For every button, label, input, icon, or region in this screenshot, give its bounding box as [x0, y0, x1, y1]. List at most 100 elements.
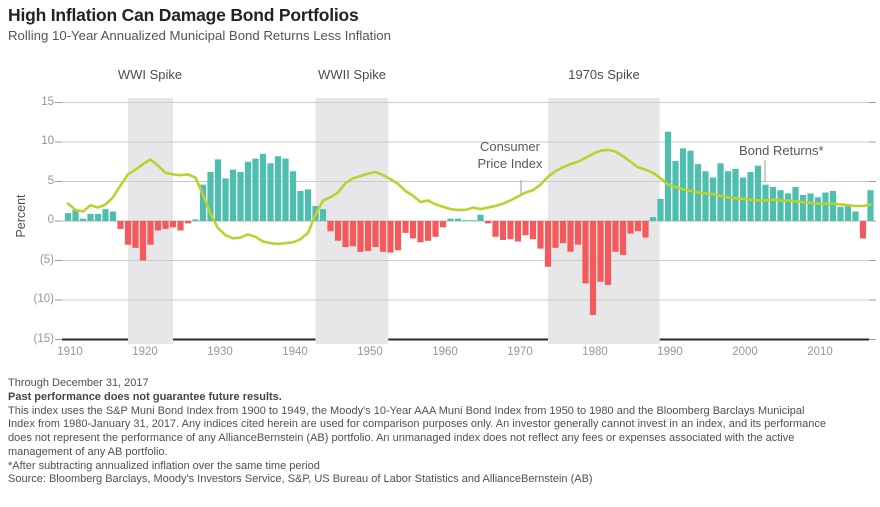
- bond-return-bar: [79, 218, 87, 221]
- bond-return-bar: [732, 168, 739, 221]
- footnote-block: Through December 31, 2017 Past performan…: [8, 377, 878, 487]
- bond-return-bar: [214, 159, 222, 221]
- bond-return-bar: [132, 221, 139, 248]
- cpi-line-label-line1: Consumer: [480, 139, 540, 154]
- bond-return-bar: [109, 211, 117, 221]
- bond-return-bar: [327, 221, 334, 232]
- x-tick-label: 1960: [432, 346, 458, 358]
- bond-return-bar: [379, 221, 387, 252]
- plot-area: [55, 98, 876, 344]
- footnote-through-date: Through December 31, 2017: [8, 377, 149, 389]
- bond-return-bar: [829, 190, 837, 221]
- bond-return-bar: [859, 221, 867, 239]
- bond-returns-label: Bond Returns*: [739, 143, 824, 158]
- bond-return-bar: [702, 171, 709, 221]
- bond-return-bar: [492, 221, 499, 237]
- bond-return-bar: [222, 178, 229, 221]
- x-tick-label: 1930: [207, 346, 233, 358]
- bond-return-bar: [454, 218, 462, 221]
- bond-return-bar: [762, 184, 769, 221]
- bond-return-bar: [664, 131, 672, 221]
- footnote-index-description-1: This index uses the S&P Muni Bond Index …: [8, 404, 805, 417]
- bond-return-bar: [514, 221, 522, 242]
- bond-return-bar: [439, 221, 447, 228]
- bond-return-bar: [687, 150, 694, 221]
- bond-return-bar: [619, 221, 627, 255]
- x-tick-label: 1920: [132, 346, 158, 358]
- y-tick-label: 5: [47, 174, 54, 187]
- annotation-wwii-spike: WWII Spike: [318, 67, 386, 82]
- bond-return-bar: [432, 221, 439, 237]
- bond-return-bar: [642, 221, 649, 238]
- bond-return-bar: [267, 163, 274, 221]
- bond-return-bar: [207, 172, 214, 221]
- footnote-index-description-4: management of any AB portfolio.: [8, 445, 168, 458]
- bond-return-bar: [799, 194, 807, 221]
- bond-return-bar: [357, 221, 364, 252]
- x-tick-label: 1980: [582, 346, 608, 358]
- bond-return-bar: [499, 221, 507, 240]
- y-tick-label: 15: [41, 95, 54, 108]
- footnote-past-performance: Past performance does not guarantee futu…: [8, 390, 282, 403]
- bond-return-bar: [447, 218, 454, 221]
- bond-return-bar: [634, 221, 642, 232]
- bond-return-bar: [94, 213, 102, 221]
- bond-return-bar: [822, 192, 829, 221]
- bond-return-bar: [409, 221, 417, 239]
- bond-return-bar: [364, 221, 372, 252]
- footnote-source: Source: Bloomberg Barclays, Moody's Inve…: [8, 473, 593, 486]
- bond-return-bar: [64, 213, 72, 221]
- bond-return-bar: [852, 211, 859, 221]
- bond-return-bar: [177, 221, 184, 231]
- bond-return-bar: [402, 221, 409, 233]
- bond-return-bar: [529, 221, 537, 240]
- bond-return-bar: [679, 148, 687, 221]
- bond-return-bar: [567, 221, 574, 252]
- bond-return-bar: [304, 189, 312, 221]
- x-tick-label: 1940: [282, 346, 308, 358]
- bond-return-bar: [769, 187, 777, 221]
- bond-return-bar: [184, 221, 192, 224]
- bond-return-bar: [462, 220, 469, 221]
- bond-return-bar: [627, 221, 634, 234]
- bond-return-bar: [154, 221, 162, 231]
- bond-return-bar: [612, 221, 619, 252]
- annotation-1970s-spike: 1970s Spike: [568, 67, 640, 82]
- bond-return-bar: [124, 221, 132, 245]
- x-tick-label: 1950: [357, 346, 383, 358]
- bond-return-bar: [792, 187, 799, 221]
- y-tick-label: (15): [33, 332, 54, 345]
- bond-return-bar: [72, 209, 79, 221]
- bond-return-bar: [139, 221, 147, 261]
- bond-return-bar: [244, 161, 252, 221]
- x-tick-label: 2000: [732, 346, 758, 358]
- bond-return-bar: [289, 171, 297, 221]
- bond-return-bar: [537, 221, 544, 249]
- bond-return-bar: [274, 156, 282, 221]
- bond-return-bar: [814, 197, 822, 221]
- bond-return-bar: [484, 221, 492, 224]
- cpi-line: [66, 148, 872, 246]
- footnote-index-description-3: does not represent the performance of an…: [8, 432, 795, 444]
- x-tick-label: 1990: [657, 346, 683, 358]
- bond-return-bar: [252, 158, 259, 221]
- y-tick-label: (5): [39, 253, 54, 266]
- bond-return-bar: [424, 221, 432, 241]
- bond-return-bar: [162, 221, 169, 229]
- bond-return-bar: [394, 221, 402, 251]
- bond-return-bar: [604, 221, 612, 285]
- cpi-line-label: Consumer Price Index: [477, 138, 542, 172]
- bond-return-bar: [297, 190, 304, 221]
- bond-return-bar: [319, 209, 327, 221]
- bond-return-bar: [582, 221, 589, 284]
- bond-return-bar: [237, 172, 244, 221]
- bond-return-bar: [87, 213, 94, 221]
- bond-return-bar: [507, 221, 514, 240]
- bond-return-bar: [837, 206, 844, 221]
- bond-return-bar: [117, 221, 124, 229]
- bond-return-bar: [747, 172, 754, 221]
- footnote-index-description-2: Index from 1980-January 31, 2017. Any in…: [8, 418, 826, 431]
- bond-return-bar: [754, 165, 762, 221]
- y-tick-label: 10: [41, 135, 54, 147]
